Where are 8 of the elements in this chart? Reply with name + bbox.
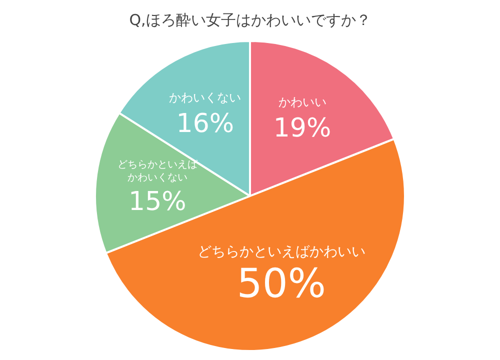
- data-label: 50%: [236, 261, 326, 308]
- data-label: 16%: [176, 108, 234, 139]
- slice-label: かわいい: [278, 95, 326, 110]
- data-label: 19%: [273, 113, 332, 144]
- data-label: 15%: [128, 187, 186, 217]
- chart-title: Q,ほろ酔い女子はかわいいですか？: [129, 10, 371, 29]
- slice-label: どちらかといえばかわいい: [197, 244, 366, 260]
- slice-label: かわいくない: [169, 90, 242, 105]
